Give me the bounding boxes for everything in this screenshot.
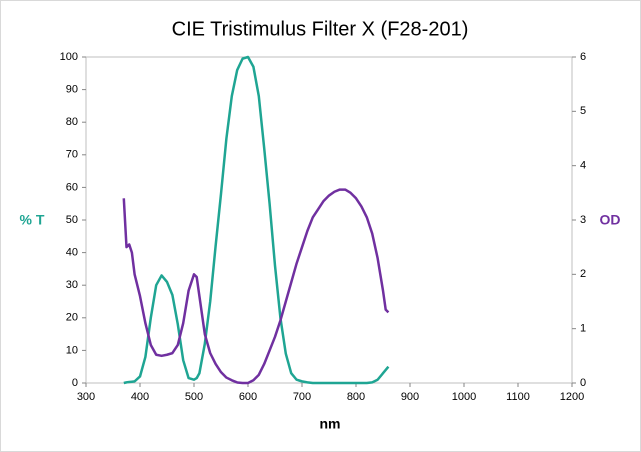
x-tick-label: 700 bbox=[293, 391, 311, 403]
y2-tick-label: 4 bbox=[580, 160, 586, 172]
x-tick-label: 1000 bbox=[452, 391, 476, 403]
data-line bbox=[123, 55, 390, 385]
x-tick-label: 900 bbox=[401, 391, 419, 403]
y2-tick-label: 1 bbox=[580, 323, 586, 335]
y-tick-label: 70 bbox=[66, 149, 78, 161]
y-tick-label: 0 bbox=[72, 377, 78, 389]
x-axis-label: nm bbox=[320, 416, 341, 432]
x-tick-label: 300 bbox=[77, 391, 95, 403]
y-tick-label: 100 bbox=[60, 51, 78, 63]
y2-axis-label: OD bbox=[600, 212, 621, 228]
y-axis-label: % T bbox=[20, 212, 45, 228]
x-tick-label: 1200 bbox=[560, 391, 584, 403]
x-tick-label: 1100 bbox=[506, 391, 530, 403]
x-tick-label: 800 bbox=[347, 391, 365, 403]
y-tick-label: 90 bbox=[66, 84, 78, 96]
y-tick-label: 50 bbox=[66, 214, 78, 226]
x-tick-label: 500 bbox=[185, 391, 203, 403]
chart-title: CIE Tristimulus Filter X (F28-201) bbox=[172, 18, 469, 40]
y2-tick-label: 5 bbox=[580, 105, 586, 117]
data-line bbox=[122, 188, 390, 385]
y-tick-label: 80 bbox=[66, 116, 78, 128]
y2-tick-label: 6 bbox=[580, 51, 586, 63]
y-tick-label: 20 bbox=[66, 312, 78, 324]
y-tick-label: 60 bbox=[66, 181, 78, 193]
y-tick-label: 40 bbox=[66, 247, 78, 259]
x-tick-label: 400 bbox=[131, 391, 149, 403]
y-tick-label: 10 bbox=[66, 344, 78, 356]
y-tick-label: 30 bbox=[66, 279, 78, 291]
y2-tick-label: 3 bbox=[580, 214, 586, 226]
x-tick-label: 600 bbox=[239, 391, 257, 403]
y2-tick-label: 0 bbox=[580, 377, 586, 389]
y2-tick-label: 2 bbox=[580, 268, 586, 280]
